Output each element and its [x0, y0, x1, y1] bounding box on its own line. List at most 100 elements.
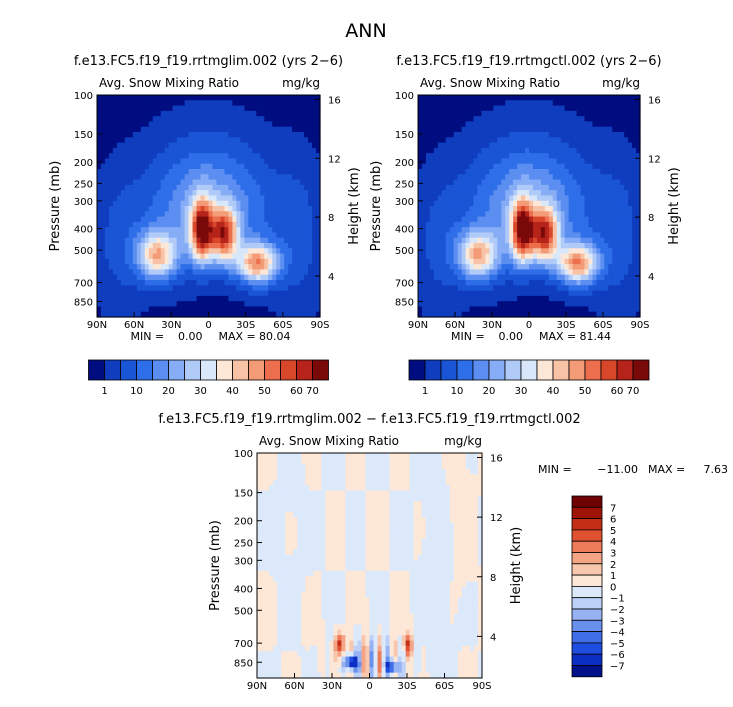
field-cell [561, 248, 566, 254]
field-cell [596, 306, 601, 312]
field-cell [585, 238, 590, 244]
field-cell [481, 137, 486, 143]
field-cell [608, 164, 613, 170]
field-cell [585, 227, 590, 233]
field-cell [129, 222, 134, 228]
field-cell [177, 137, 182, 143]
field-cell [612, 227, 617, 233]
field-cell [205, 248, 210, 254]
field-cell [525, 301, 530, 307]
field-cell [521, 132, 526, 138]
field-cell [549, 254, 554, 260]
field-cell [569, 211, 574, 217]
field-cell [129, 301, 134, 307]
field-cell [497, 217, 502, 223]
field-cell [113, 100, 118, 106]
field-cell [149, 158, 154, 164]
field-cell [240, 127, 245, 133]
field-cell [260, 264, 265, 270]
field-cell [573, 211, 578, 217]
field-cell [236, 100, 241, 106]
field-cell [545, 264, 550, 270]
field-cell [632, 232, 637, 238]
field-cell [232, 95, 237, 101]
field-cell [169, 195, 174, 201]
field-cell [105, 264, 110, 270]
field-cell [553, 227, 558, 233]
field-cell [466, 174, 471, 180]
field-cell [541, 158, 546, 164]
field-cell [493, 248, 498, 254]
field-cell [620, 306, 625, 312]
field-cell [149, 180, 154, 186]
field-cell [141, 248, 146, 254]
field-cell [212, 111, 217, 117]
field-cell [109, 306, 114, 312]
field-cell [101, 301, 106, 307]
field-cell [304, 280, 309, 286]
field-cell [276, 243, 281, 249]
field-cell [604, 222, 609, 228]
field-cell [240, 280, 245, 286]
field-cell [292, 185, 297, 191]
field-cell [450, 121, 455, 127]
field-cell [161, 143, 166, 149]
field-cell [525, 127, 530, 133]
field-cell [169, 95, 174, 101]
field-cell [232, 248, 237, 254]
field-cell [105, 280, 110, 286]
field-cell [256, 248, 261, 254]
field-cell [173, 106, 178, 112]
field-cell [292, 116, 297, 122]
field-cell [446, 254, 451, 260]
field-cell [620, 100, 625, 106]
field-cell [97, 248, 102, 254]
field-cell [216, 254, 221, 260]
field-cell [454, 137, 459, 143]
field-cell [256, 95, 261, 101]
field-cell [304, 211, 309, 217]
field-cell [497, 232, 502, 238]
field-cell [308, 269, 313, 275]
field-cell [509, 280, 514, 286]
field-cell [113, 95, 118, 101]
field-cell [450, 137, 455, 143]
field-cell [121, 269, 126, 275]
field-cell [466, 206, 471, 212]
field-cell [272, 285, 277, 291]
field-cell [260, 137, 265, 143]
field-cell [541, 95, 546, 101]
field-cell [212, 169, 217, 175]
field-cell [121, 217, 126, 223]
field-cell [604, 137, 609, 143]
field-cell [220, 158, 225, 164]
field-cell [133, 190, 138, 196]
field-cell [193, 301, 198, 307]
field-cell [248, 158, 253, 164]
field-cell [493, 116, 498, 122]
field-cell [201, 95, 206, 101]
field-cell [264, 164, 269, 170]
field-cell [438, 458, 443, 464]
field-cell [288, 111, 293, 117]
field-cell [577, 243, 582, 249]
field-cell [521, 254, 526, 260]
field-cell [149, 243, 154, 249]
field-cell [193, 180, 198, 186]
field-cell [137, 148, 142, 154]
field-cell [561, 280, 566, 286]
field-cell [252, 143, 257, 149]
field-cell [153, 127, 158, 133]
field-cell [501, 100, 506, 106]
field-cell [462, 269, 467, 275]
field-cell [109, 227, 114, 233]
field-cell [577, 100, 582, 106]
field-cell [129, 306, 134, 312]
field-cell [624, 95, 629, 101]
field-cell [197, 116, 202, 122]
field-cell [458, 280, 463, 286]
field-cell [509, 211, 514, 217]
field-cell [466, 121, 471, 127]
field-cell [454, 248, 459, 254]
field-cell [501, 222, 506, 228]
